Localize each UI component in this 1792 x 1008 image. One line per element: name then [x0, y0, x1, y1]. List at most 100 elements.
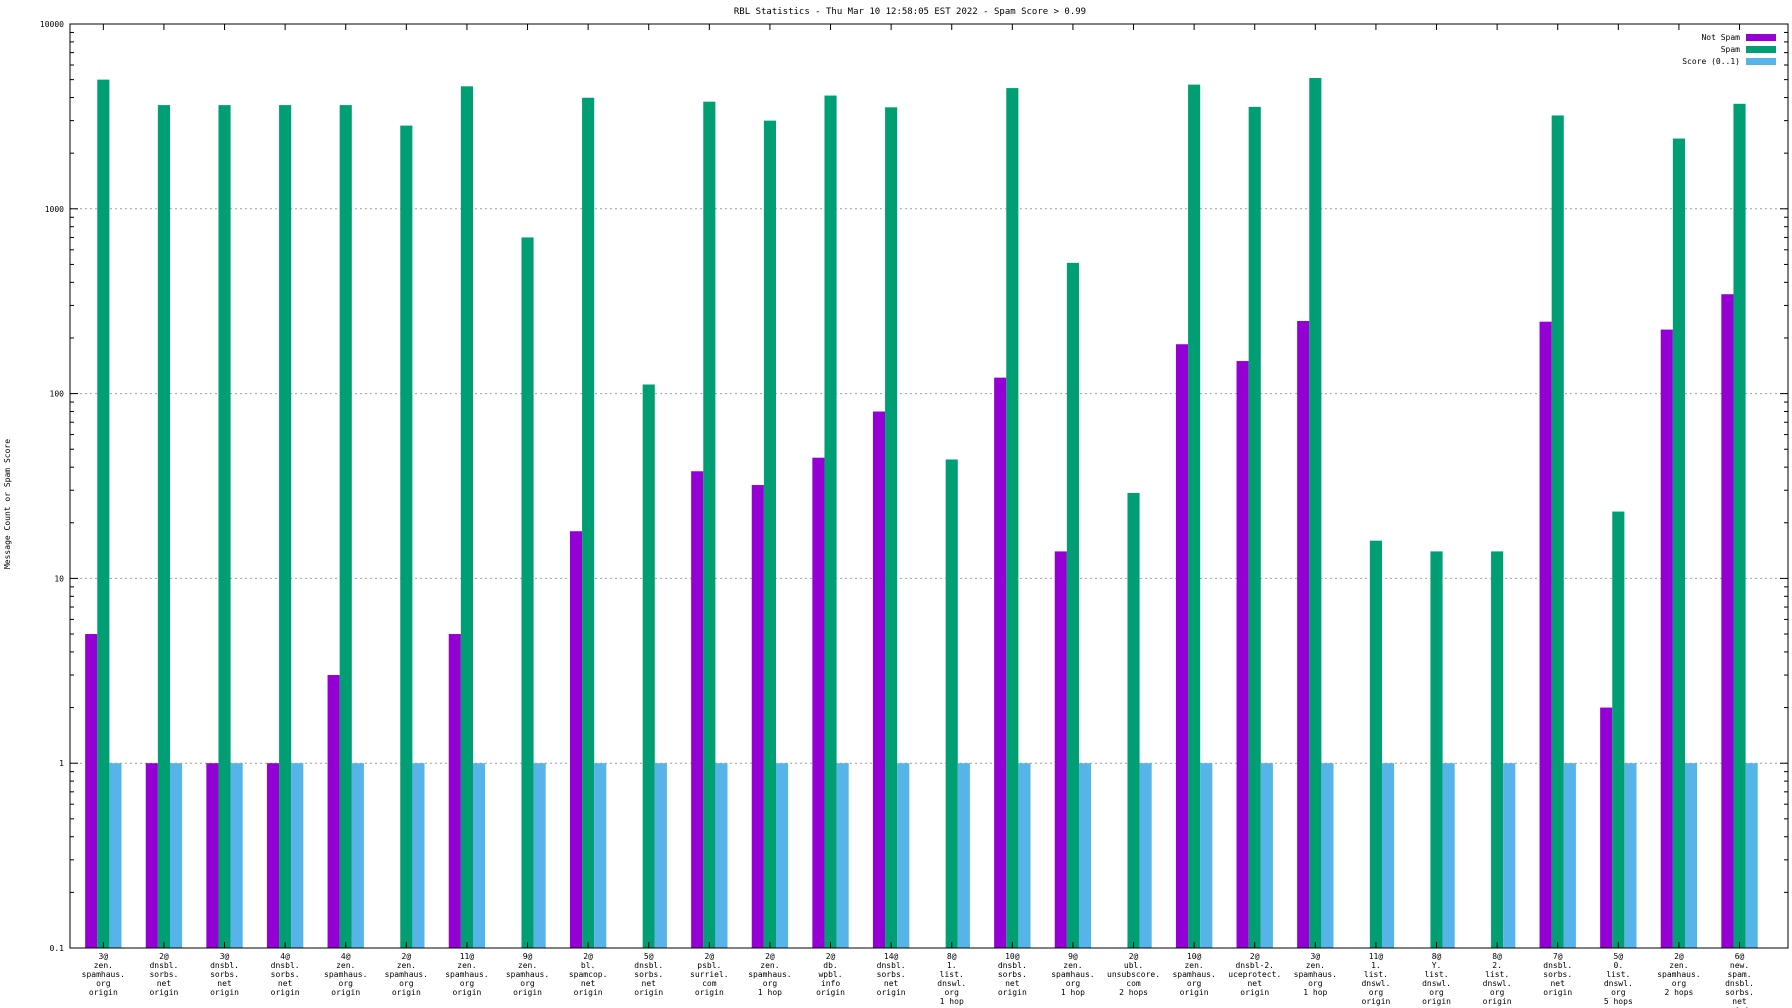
bar-not-spam — [1175, 344, 1189, 949]
x-tick-label-line: 2@ — [705, 952, 715, 961]
x-tick-label-line: 4@ — [341, 952, 351, 961]
x-tick-label-line: net — [1005, 979, 1020, 988]
x-tick-label: 4@ zen. spamhaus. org origin — [324, 952, 367, 997]
bar-spam — [1612, 511, 1625, 948]
bar-spam — [582, 97, 595, 949]
bar-spam — [218, 105, 231, 949]
x-tick-label-line: spamhaus. — [1657, 970, 1700, 979]
bar-score-0-1 — [957, 763, 970, 948]
x-tick-label-line: 2@ — [1674, 952, 1684, 961]
x-tick-label-line: org — [1369, 988, 1384, 997]
bar-spam — [703, 101, 716, 948]
x-tick-label: 2@ zen. spamhaus. org origin — [385, 952, 428, 997]
bar-score-0-1 — [412, 763, 425, 948]
x-tick-label-line: zen. — [336, 961, 355, 970]
x-tick-label-line: origin — [210, 988, 239, 997]
x-tick-label: 2@ ubl. unsubscore. com 2 hops — [1107, 952, 1160, 997]
x-tick-label-line: psbl. — [697, 961, 721, 970]
x-tick-label-line: 3@ — [99, 952, 109, 961]
x-tick-label-line: zen. — [1063, 961, 1082, 970]
bar-score-0-1 — [1442, 763, 1455, 948]
x-tick-label-line: origin — [1180, 988, 1209, 997]
x-tick-label-line: info — [821, 979, 840, 988]
bar-score-0-1 — [1018, 763, 1031, 948]
x-tick-label-line: net — [642, 979, 657, 988]
x-tick-label-line: origin — [1725, 1006, 1754, 1008]
bars — [85, 78, 1758, 949]
y-tick-label: 0.1 — [50, 944, 65, 953]
bar-not-spam — [569, 531, 583, 948]
x-tick-label-line: db. — [823, 961, 837, 970]
legend-entry: Spam — [1721, 45, 1740, 54]
x-tick-label-line: net — [884, 979, 899, 988]
x-tick-label-line: zen. — [1184, 961, 1203, 970]
y-axis-label: Message Count or Spam Score — [3, 439, 12, 569]
x-tick-label-line: org — [763, 979, 778, 988]
x-tick-label-line: origin — [1240, 988, 1269, 997]
x-tick-label-line: ubl. — [1124, 961, 1143, 970]
bar-spam — [400, 125, 413, 949]
x-tick-label-line: zen. — [1306, 961, 1325, 970]
x-tick-label-line: org — [339, 979, 354, 988]
x-tick-label-line: sorbs. — [998, 970, 1027, 979]
x-tick-label-line: spamhaus. — [385, 970, 428, 979]
bar-not-spam — [1054, 551, 1067, 948]
x-tick-label-line: spamcop. — [569, 970, 608, 979]
x-tick-label-line: org — [1672, 979, 1687, 988]
x-tick-label-line: dnsbl. — [149, 961, 178, 970]
x-tick-label-line: dnswl. — [937, 979, 966, 988]
bar-spam — [97, 79, 110, 948]
plot-frame — [69, 23, 1789, 949]
x-tick-label-line: dnswl. — [1422, 979, 1451, 988]
x-tick-label: 2@ zen. spamhaus. org 1 hop — [748, 952, 791, 997]
x-tick-label-line: dnsbl. — [271, 961, 300, 970]
x-tick-label-line: 2. — [1492, 961, 1502, 970]
x-tick-label-line: origin — [1543, 988, 1572, 997]
x-tick-label-line: 1 hop — [1061, 988, 1085, 997]
bar-score-0-1 — [351, 763, 364, 948]
bar-spam — [1006, 88, 1019, 949]
x-tick-label: 2@ zen. spamhaus. org 2 hops — [1657, 952, 1700, 997]
bar-score-0-1 — [109, 763, 122, 948]
x-tick-label-line: 8@ — [1432, 952, 1442, 961]
bar-score-0-1 — [836, 763, 849, 948]
plot-border — [69, 23, 1789, 949]
bar-score-0-1 — [654, 763, 667, 948]
x-tick-label-line: sorbs. — [877, 970, 906, 979]
x-tick-label-line: wpbl. — [818, 970, 842, 979]
x-tick-label: 2@ dnsbl. sorbs. net origin — [149, 952, 178, 997]
x-tick-label-line: spamhaus. — [1294, 970, 1337, 979]
x-tick-label: 2@ psbl. surriel. com origin — [690, 952, 729, 997]
bar-spam — [945, 459, 958, 948]
bar-spam — [157, 105, 170, 949]
x-tick-label-line: spamhaus. — [506, 970, 549, 979]
x-tick-label-line: 2@ — [159, 952, 169, 961]
bar-spam — [1248, 106, 1261, 948]
x-tick-label-line: org — [1429, 988, 1444, 997]
x-tick-label-line: 2@ — [583, 952, 593, 961]
x-tick-label-line: spamhaus. — [748, 970, 791, 979]
x-tick-label-line: 5@ — [1614, 952, 1624, 961]
bar-not-spam — [1539, 321, 1552, 948]
x-tick-label-line: list. — [1606, 970, 1630, 979]
x-tick-label-line: 2 hops — [1664, 988, 1693, 997]
bar-score-0-1 — [1078, 763, 1092, 948]
x-tick-label-line: spam. — [1727, 970, 1751, 979]
bar-spam — [1551, 115, 1564, 948]
x-tick-label-line: dnsbl. — [210, 961, 239, 970]
x-tick-label-line: dnsbl. — [1725, 979, 1754, 988]
bar-spam — [1733, 103, 1746, 949]
x-tick-label: 10@ zen. spamhaus. org origin — [1172, 952, 1215, 997]
x-tick-label-line: net — [1732, 997, 1747, 1006]
x-tick-label-line: 2@ — [402, 952, 412, 961]
x-tick-label-line: sorbs. — [149, 970, 178, 979]
bar-score-0-1 — [1503, 763, 1516, 948]
bar-score-0-1 — [1624, 763, 1637, 948]
bar-score-0-1 — [897, 763, 910, 948]
bar-spam — [1430, 551, 1443, 948]
bar-not-spam — [1600, 707, 1613, 948]
x-tick-label-line: list. — [940, 970, 964, 979]
x-tick-label-line: dnsbl. — [877, 961, 906, 970]
